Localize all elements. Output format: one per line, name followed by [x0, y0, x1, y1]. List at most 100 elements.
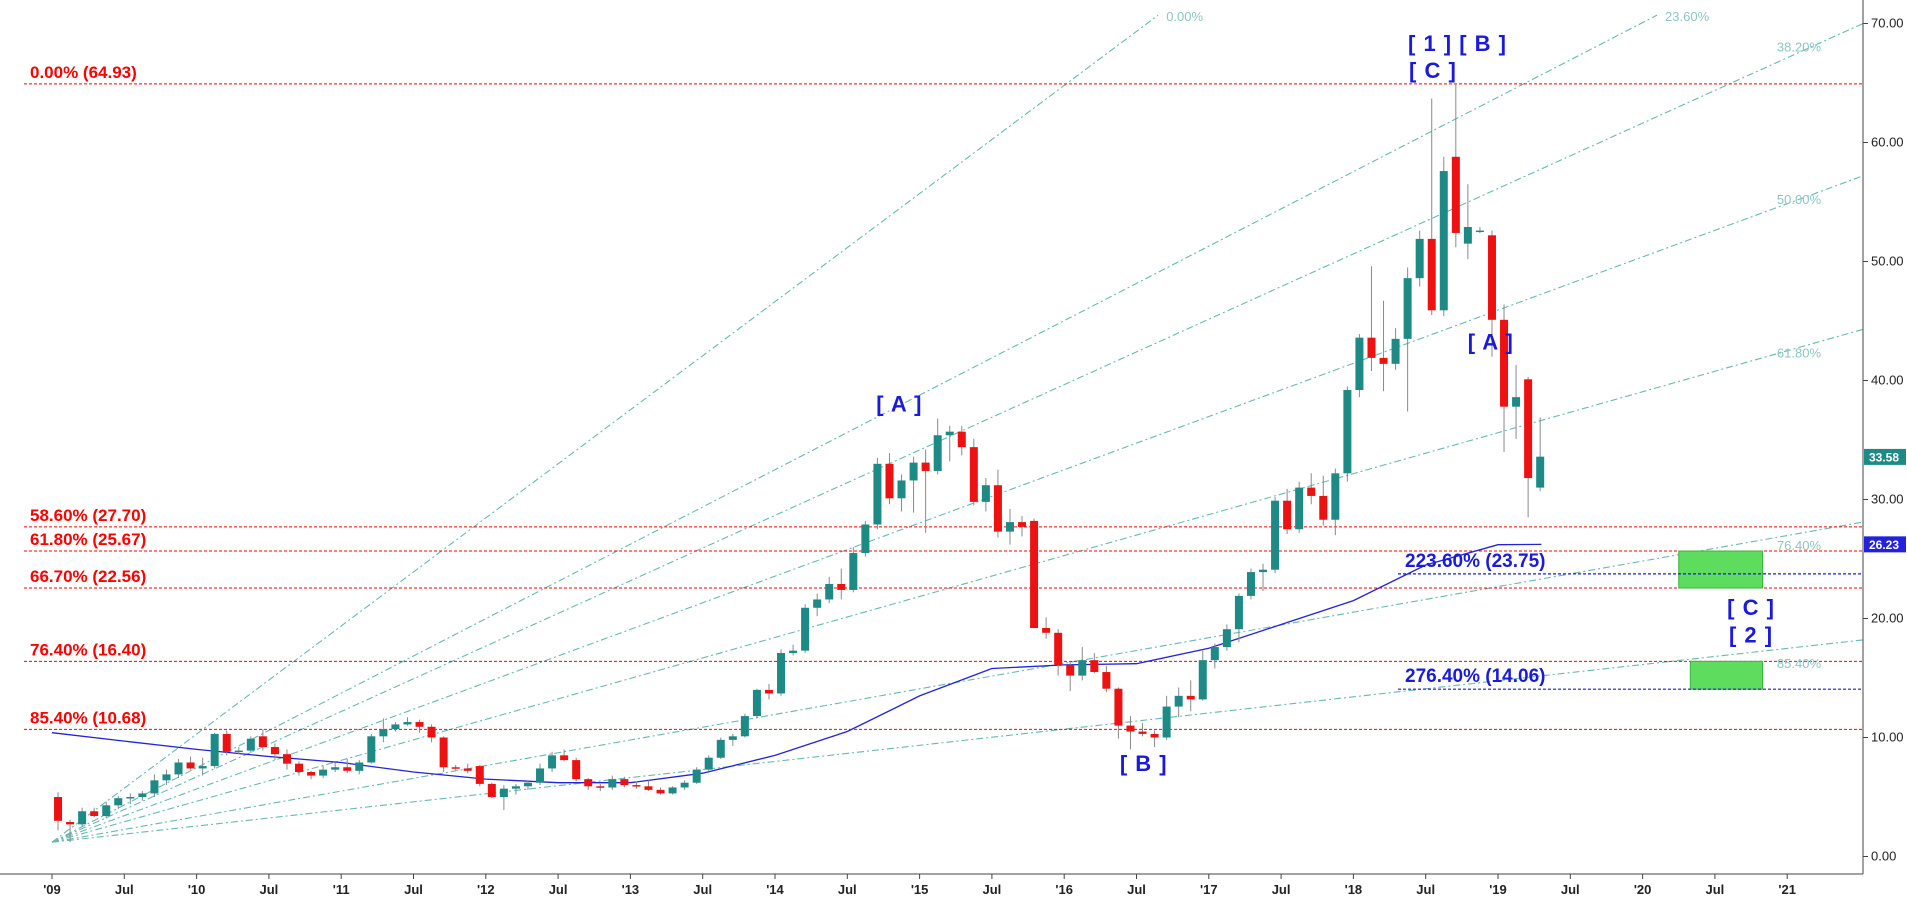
fib-fan-ray — [51, 22, 1863, 843]
candle-body — [1427, 238, 1436, 311]
candle-body — [319, 769, 328, 776]
candle-body — [1271, 500, 1280, 570]
candle-body — [1138, 731, 1147, 734]
candle-body — [1355, 337, 1364, 391]
candle-body — [933, 435, 942, 471]
candle-body — [764, 689, 773, 694]
fib-level-label: 85.40% (10.68) — [30, 708, 146, 727]
x-tick-label: '19 — [1489, 882, 1507, 897]
fib-level-label: 76.40% (16.40) — [30, 640, 146, 659]
candle-body — [1259, 569, 1268, 573]
candle-body — [1222, 629, 1231, 648]
fib-fan-ray — [51, 328, 1863, 843]
fib-level-label: 58.60% (27.70) — [30, 506, 146, 525]
candle-body — [210, 733, 219, 767]
plot-area — [24, 14, 1863, 843]
fib-level-label: 0.00% (64.93) — [30, 63, 137, 82]
candle-body — [560, 755, 569, 761]
candle-body — [1018, 522, 1027, 527]
x-tick-label: Jul — [1127, 882, 1146, 897]
candle-body — [584, 779, 593, 787]
candle-body — [1186, 695, 1195, 700]
candle-body — [1162, 706, 1171, 738]
y-tick-label: 10.00 — [1871, 730, 1904, 745]
candle-body — [1451, 156, 1460, 233]
fib-fan-label: 38.20% — [1777, 40, 1822, 55]
y-tick-label: 0.00 — [1871, 849, 1896, 864]
candle-body — [379, 729, 388, 737]
candle-body — [536, 768, 545, 783]
candle-body — [246, 738, 255, 751]
x-tick-label: Jul — [1561, 882, 1580, 897]
candle-body — [921, 462, 930, 471]
x-tick-label: Jul — [983, 882, 1002, 897]
fib-fan-ray — [51, 175, 1863, 843]
candle-body — [1463, 226, 1472, 244]
candle-body — [451, 767, 460, 769]
candle-body — [1512, 397, 1521, 407]
ma-value-tag: 26.23 — [1869, 538, 1899, 552]
candle-body — [885, 463, 894, 499]
x-tick-label: '17 — [1200, 882, 1218, 897]
candle-body — [54, 797, 63, 821]
candle-body — [1536, 456, 1545, 488]
candle-body — [475, 766, 484, 784]
fib-fan-ray — [51, 14, 1658, 843]
fib-fan-label: 50.00% — [1777, 192, 1822, 207]
candle-body — [1126, 725, 1135, 732]
candle-body — [1403, 278, 1412, 339]
candle-body — [680, 782, 689, 788]
fib-fan-label: 23.60% — [1665, 9, 1710, 24]
x-tick-label: Jul — [1706, 882, 1725, 897]
wave-label: [ C ] — [1409, 58, 1457, 83]
candle-body — [1005, 522, 1014, 532]
candle-body — [66, 821, 75, 825]
candle-body — [1030, 520, 1039, 629]
candle-body — [439, 737, 448, 768]
candle-body — [740, 716, 749, 737]
wave-label: [ A ] — [1468, 330, 1514, 355]
fib-fan-label: 85.40% — [1777, 656, 1822, 671]
candle-body — [969, 447, 978, 502]
candle-body — [993, 485, 1002, 532]
y-tick-label: 60.00 — [1871, 135, 1904, 150]
x-tick-label: '20 — [1634, 882, 1652, 897]
candle-body — [282, 754, 291, 764]
candle-body — [1234, 595, 1243, 630]
wave-label: [ 2 ] — [1729, 622, 1773, 647]
x-tick-label: '13 — [622, 882, 640, 897]
candle-body — [403, 722, 412, 725]
candle-body — [343, 767, 352, 771]
candle-body — [198, 766, 207, 769]
candle-body — [1295, 487, 1304, 530]
y-tick-label: 40.00 — [1871, 373, 1904, 388]
x-tick-label: '09 — [43, 882, 61, 897]
candle-body — [752, 689, 761, 717]
candle-body — [644, 786, 653, 790]
candle-body — [270, 747, 279, 755]
candle-body — [295, 763, 304, 773]
candle-body — [572, 760, 581, 780]
candle-body — [1500, 319, 1509, 407]
candle-body — [1150, 733, 1159, 738]
y-tick-label: 30.00 — [1871, 492, 1904, 507]
x-tick-label: '10 — [188, 882, 206, 897]
candle-body — [897, 480, 906, 499]
candle-body — [1066, 664, 1075, 676]
x-tick-label: '15 — [911, 882, 929, 897]
moving-average-line — [51, 543, 1542, 784]
candle-body — [222, 733, 231, 752]
wave-label: [ C ] — [1727, 595, 1775, 620]
candle-body — [813, 599, 822, 608]
candle-body — [1283, 500, 1292, 530]
candle-body — [1487, 235, 1496, 320]
candle-body — [668, 787, 677, 794]
x-tick-label: '12 — [477, 882, 495, 897]
candle-body — [162, 774, 171, 781]
candle-body — [861, 524, 870, 554]
candle-body — [1331, 473, 1340, 520]
candle-body — [258, 736, 267, 748]
x-tick-label: '16 — [1055, 882, 1073, 897]
candle-body — [234, 750, 243, 753]
